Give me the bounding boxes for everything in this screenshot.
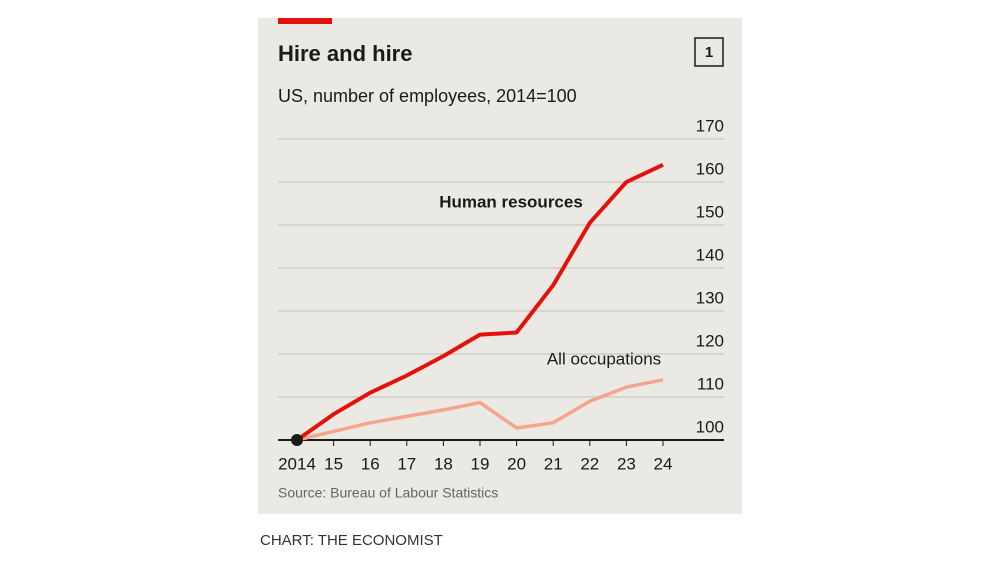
credit: CHART: THE ECONOMIST: [260, 532, 443, 549]
x-tick-label: 17: [397, 454, 416, 473]
x-tick-label: 18: [434, 454, 453, 473]
badge-box: [694, 37, 724, 67]
red-tag: [278, 18, 332, 24]
y-tick-label: 150: [696, 202, 724, 221]
chart-title: Hire and hire: [278, 41, 412, 66]
subtitle: US, number of employees, 2014=100: [278, 86, 577, 106]
x-tick-label: 15: [324, 454, 343, 473]
series-label: Human resources: [439, 192, 583, 211]
source: Source: Bureau of Labour Statistics: [278, 485, 498, 501]
badge: 1: [705, 44, 713, 61]
x-tick-label: 22: [580, 454, 599, 473]
y-tick-label: 110: [697, 374, 724, 393]
x-tick-label: 24: [654, 454, 673, 473]
start-dot: [291, 434, 303, 446]
y-tick-label: 160: [696, 159, 724, 178]
series-label: All occupations: [547, 349, 661, 368]
series-line: [296, 378, 664, 442]
y-tick-label: 140: [696, 245, 724, 264]
x-tick-label: 23: [617, 454, 636, 473]
y-tick-label: 170: [696, 116, 724, 135]
x-tick-label: 20: [507, 454, 526, 473]
y-tick-label: 130: [696, 288, 724, 307]
y-tick-label: 120: [696, 331, 724, 350]
series-line: [295, 162, 664, 442]
x-tick-label: 19: [471, 454, 490, 473]
x-tick-label: 2014: [278, 454, 316, 473]
y-tick-label: 100: [696, 417, 724, 436]
x-tick-label: 16: [361, 454, 380, 473]
x-tick-label: 21: [544, 454, 563, 473]
